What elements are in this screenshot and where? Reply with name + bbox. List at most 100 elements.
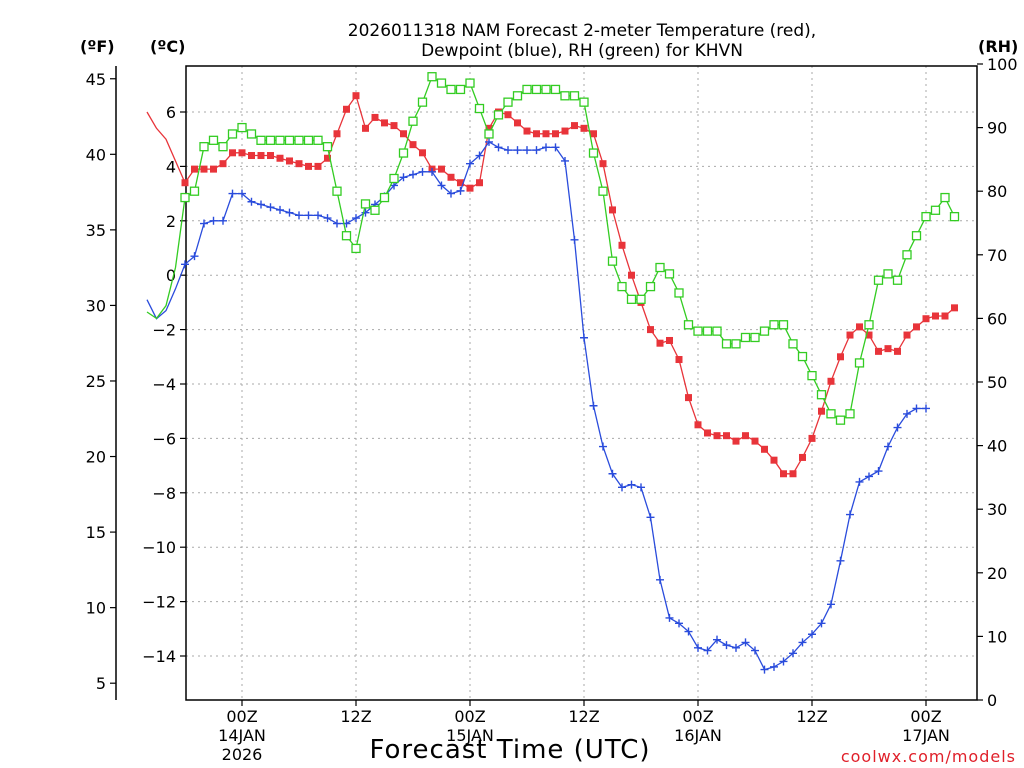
temperature-point [932,312,939,320]
unit-label-fahrenheit: (ºF) [80,37,115,56]
dewpoint-point [542,143,550,152]
rh-point [550,84,561,95]
temperature-point [713,432,721,440]
temperature-point [941,312,949,320]
dewpoint-point [466,159,474,168]
rh-point [598,186,608,196]
temperature-point [476,179,483,187]
axes: 454035302520151056420−2−4−6−8−10−12−1410… [86,55,1018,764]
c-tick-label: −6 [152,429,176,448]
dewpoint-point [893,423,902,432]
c-tick-label: −4 [152,375,176,394]
temperature-point [865,331,873,339]
temperature-point [210,165,217,173]
rh-point [674,288,684,298]
dewpoint-point [323,214,332,223]
temperature-point [466,184,474,192]
x-tick-label: 00Z [226,707,257,726]
series-line-dewpoint [146,141,926,671]
rh-point [835,415,846,425]
dewpoint-point [190,252,199,261]
dewpoint-point [276,205,284,214]
temperature-point [447,173,455,181]
dewpoint-point [637,483,645,492]
temperature-point [362,124,369,132]
temperature-point [903,331,911,339]
dewpoint-point [779,657,788,666]
c-tick-label: 0 [166,266,176,285]
dewpoint-point [209,216,218,225]
x-tick-label: 12Z [568,707,599,726]
rh-point [617,281,627,292]
temperature-point [770,456,778,464]
dewpoint-point [665,613,674,622]
x-axis-label: Forecast Time (UTC) [369,735,650,765]
rh-point [911,231,922,241]
rh-point [389,173,399,184]
dewpoint-point [684,627,693,636]
dewpoint-point [494,143,503,152]
dewpoint-point [703,646,712,655]
rh-point [208,135,219,145]
rh-point [759,326,770,336]
plot-frame [185,65,978,701]
temperature-point [856,323,863,331]
rh-point [921,211,931,222]
temperature-point [808,434,816,442]
rh-point [712,326,722,336]
temperature-point [875,347,882,355]
rh-point [199,142,209,152]
temperature-point [846,331,854,339]
rh-point [370,205,380,215]
rh-point [322,142,333,152]
temperature-point [267,152,274,160]
f-tick-label: 45 [86,70,106,89]
f-tick-label: 35 [86,221,106,240]
x-tick-label: 00Z [454,707,485,726]
c-tick-label: −12 [142,593,176,612]
dewpoint-point [314,211,322,220]
rh-point [180,192,190,203]
unit-label-celsius: (ºC) [150,37,185,56]
dewpoint-point [428,167,436,176]
temperature-point [884,345,892,353]
temperature-point [580,124,588,132]
temperature-point [229,149,236,157]
rh-point [265,135,276,145]
rh-tick-label: 50 [987,373,1007,392]
dewpoint-point [589,401,598,410]
temperature-point [200,165,208,173]
dewpoint-point [200,219,208,228]
rh-point [816,390,827,400]
temperature-point [647,326,654,334]
dewpoint-point [456,186,465,195]
rh-point [883,269,893,279]
series-temperature [146,92,958,478]
dewpoint-point [304,211,313,220]
rh-point [702,326,713,336]
temperature-point [837,353,844,361]
temperature-point [295,160,303,168]
rh-point [503,97,513,107]
temperature-point [561,127,569,135]
dewpoint-point [808,630,816,639]
dewpoint-point [694,643,702,652]
temperature-point [799,453,806,461]
rh-point [512,91,523,101]
rh-point [465,78,475,88]
dewpoint-point [618,483,626,492]
dewpoint-point [181,260,189,269]
temperature-point [504,111,512,119]
rh-point [854,358,865,368]
rh-point [455,84,466,95]
rh-tick-label: 20 [987,564,1007,583]
dewpoint-point [247,197,256,206]
rh-point [721,339,732,349]
rh-point [484,129,494,139]
temperature-point [590,130,597,138]
dewpoint-point [646,513,655,522]
temperature-point [514,119,521,127]
rh-point [655,262,665,273]
x-tick-label: 12Z [340,707,371,726]
